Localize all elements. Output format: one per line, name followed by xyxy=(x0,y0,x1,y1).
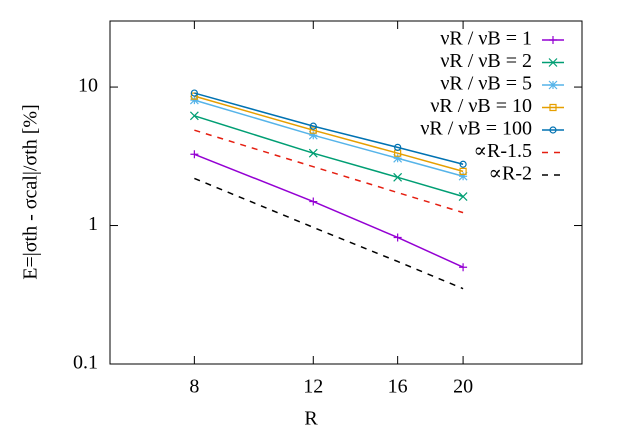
data-point xyxy=(189,95,199,105)
series-line xyxy=(194,115,464,198)
series-line xyxy=(194,153,464,268)
data-point xyxy=(309,126,317,134)
data-point xyxy=(393,172,403,182)
legend-label: ∝R-2 xyxy=(488,163,532,185)
data-point xyxy=(394,143,402,151)
legend-marker xyxy=(549,126,557,134)
data-point xyxy=(458,171,468,181)
legend-marker xyxy=(548,80,558,90)
legend-label: νR / νB = 2 xyxy=(440,50,532,72)
data-point xyxy=(308,148,318,158)
series-line xyxy=(194,177,464,290)
y-tick-label: 1 xyxy=(88,213,98,235)
data-point xyxy=(309,197,318,206)
plot-frame xyxy=(109,20,583,365)
series-line xyxy=(194,99,464,177)
legend-marker xyxy=(549,103,557,112)
data-point xyxy=(308,130,318,140)
x-tick-label: 8 xyxy=(189,376,199,398)
legend-marker xyxy=(548,58,558,67)
data-point xyxy=(393,233,402,242)
data-point xyxy=(459,263,468,272)
data-point xyxy=(458,192,468,201)
series-line xyxy=(194,95,464,173)
data-point xyxy=(393,153,403,163)
data-point xyxy=(189,111,199,121)
x-tick-label: 16 xyxy=(388,376,408,398)
series-line xyxy=(194,92,464,165)
data-point xyxy=(459,167,467,176)
legend-label: νR / νB = 100 xyxy=(420,118,532,140)
legend-label: ∝R-1.5 xyxy=(473,140,532,162)
data-point xyxy=(190,89,198,97)
y-tick-label: 0.1 xyxy=(73,352,98,374)
legend-marker xyxy=(549,36,557,44)
legend-label: νR / νB = 5 xyxy=(440,73,532,95)
x-axis-label: R xyxy=(304,408,318,430)
x-tick-label: 20 xyxy=(453,376,473,398)
data-point xyxy=(309,122,317,130)
x-tick-label: 12 xyxy=(303,376,323,398)
data-point xyxy=(459,160,467,168)
data-point xyxy=(190,150,199,159)
legend-label: νR / νB = 10 xyxy=(430,95,532,117)
series-line xyxy=(194,129,464,214)
y-axis-label: E=|σth - σcal|/σth [%] xyxy=(20,104,42,279)
y-tick-label: 10 xyxy=(78,75,98,97)
legend-label: νR / νB = 1 xyxy=(440,28,532,50)
